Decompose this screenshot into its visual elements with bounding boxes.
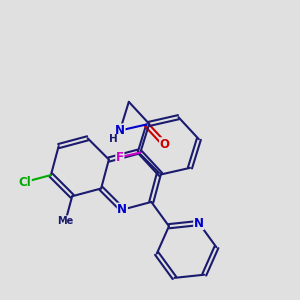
Text: F: F: [116, 151, 124, 164]
Text: N: N: [194, 217, 204, 230]
Text: Cl: Cl: [19, 176, 31, 188]
Text: Me: Me: [57, 216, 74, 226]
Text: H: H: [109, 134, 118, 144]
Text: N: N: [115, 124, 125, 137]
Text: O: O: [160, 138, 170, 151]
Text: N: N: [117, 203, 127, 216]
